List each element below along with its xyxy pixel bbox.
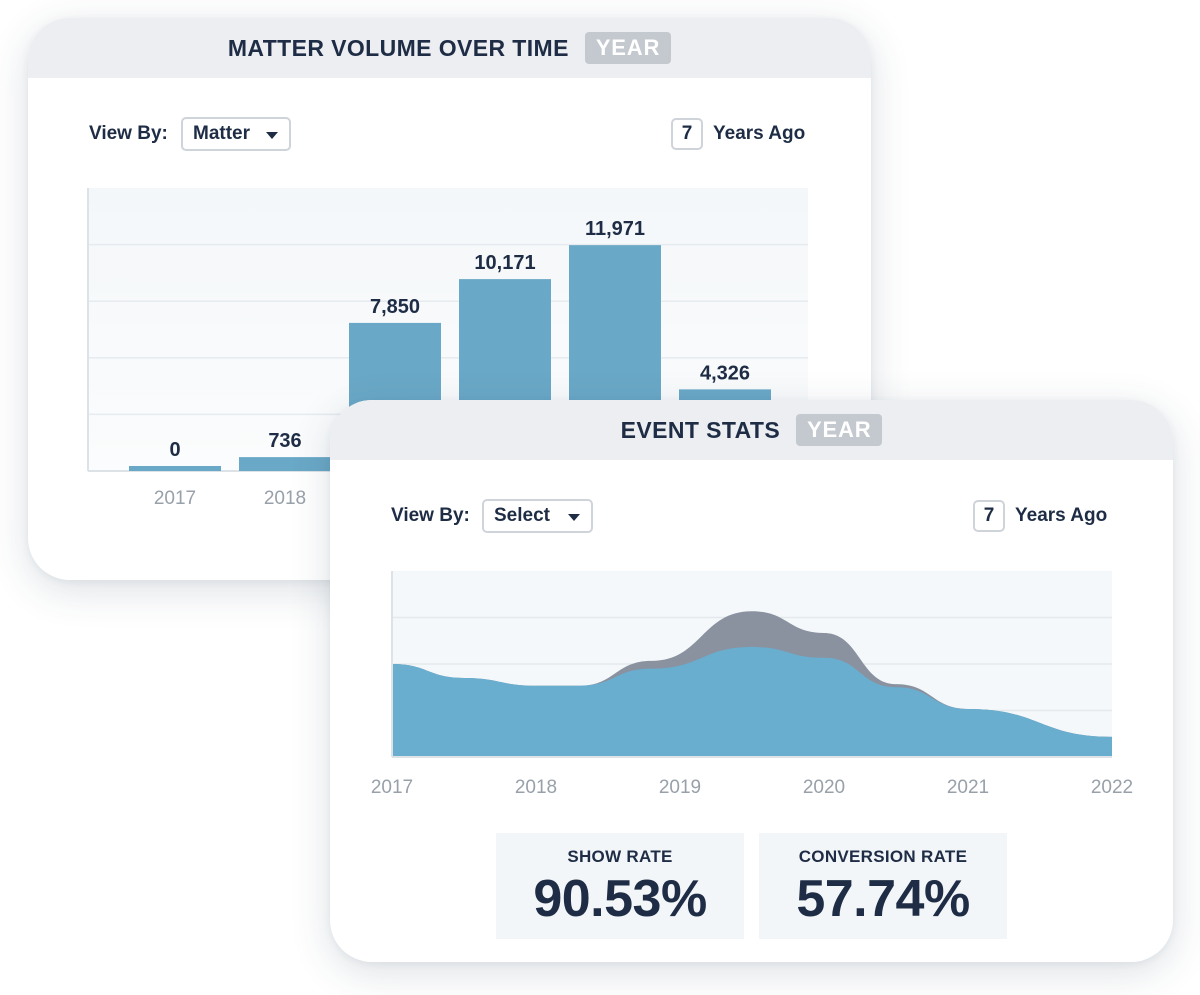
conversion-rate-stat: CONVERSION RATE 57.74%	[759, 833, 1007, 939]
event-stats-header: EVENT STATS YEAR	[330, 400, 1173, 460]
matter-years-label: Years Ago	[713, 123, 806, 144]
matter-view-by-label: View By:	[89, 123, 168, 144]
chevron-down-icon	[266, 132, 278, 139]
matter-view-by-select[interactable]: Matter	[181, 117, 291, 151]
bar-value-label-2022: 4,326	[700, 362, 750, 384]
matter-view-by-value: Matter	[193, 123, 251, 144]
x-tick-label-2020: 2020	[803, 777, 845, 798]
bar-value-label-2017: 0	[169, 439, 180, 461]
conversion-rate-label: CONVERSION RATE	[798, 847, 968, 866]
x-tick-label-2018: 2018	[515, 777, 557, 798]
conversion-rate-value: 57.74%	[796, 870, 970, 928]
event-stats-title: EVENT STATS	[620, 416, 781, 443]
bar-value-label-2018: 736	[268, 430, 301, 452]
bar-value-label-2021: 11,971	[585, 218, 645, 240]
show-rate-stat: SHOW RATE 90.53%	[496, 833, 744, 939]
bar-2018[interactable]	[239, 457, 331, 471]
event-view-by-label: View By:	[391, 505, 470, 526]
event-years-control[interactable]: 7 Years Ago	[973, 500, 1107, 532]
bar-value-label-2019: 7,850	[370, 296, 420, 318]
x-tick-label-2017: 2017	[154, 488, 196, 509]
matter-years-control[interactable]: 7 Years Ago	[671, 118, 805, 150]
event-years-label: Years Ago	[1015, 505, 1108, 526]
x-tick-label-2021: 2021	[947, 777, 989, 798]
event-view-by-value: Select	[494, 505, 550, 526]
bar-2017[interactable]	[129, 466, 221, 471]
x-tick-label-2022: 2022	[1091, 777, 1133, 798]
event-years-count[interactable]: 7	[973, 500, 1005, 532]
matter-volume-title: MATTER VOLUME OVER TIME	[227, 34, 569, 61]
event-view-by-select[interactable]: Select	[482, 499, 593, 533]
event-stats-card: EVENT STATS YEAR View By: Select 7 Years…	[330, 400, 1173, 962]
matter-period-badge[interactable]: YEAR	[584, 32, 672, 64]
area-series-front[interactable]	[392, 646, 1112, 757]
x-tick-label-2018: 2018	[264, 488, 306, 509]
x-tick-label-2019: 2019	[659, 777, 701, 798]
show-rate-value: 90.53%	[533, 870, 707, 928]
event-period-badge[interactable]: YEAR	[796, 414, 883, 446]
x-tick-label-2017: 2017	[371, 777, 413, 798]
matter-years-count[interactable]: 7	[671, 118, 703, 150]
show-rate-label: SHOW RATE	[567, 847, 673, 866]
chevron-down-icon	[568, 514, 580, 521]
matter-volume-header: MATTER VOLUME OVER TIME YEAR	[28, 18, 871, 78]
bar-value-label-2020: 10,171	[474, 252, 535, 274]
event-stats-area-chart: 2017 2018 2019 2020 2021 2022	[371, 571, 1133, 798]
